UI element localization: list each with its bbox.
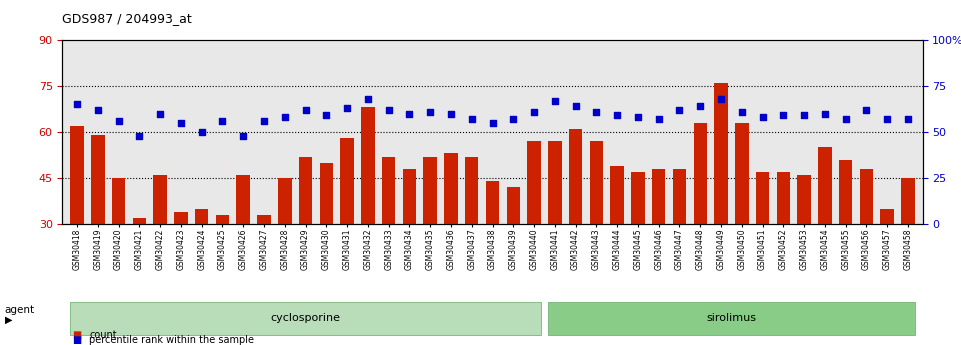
Point bbox=[838, 116, 853, 122]
Bar bbox=[610, 166, 624, 317]
Point bbox=[443, 111, 458, 116]
Bar bbox=[424, 157, 437, 317]
Bar bbox=[901, 178, 915, 317]
Point bbox=[339, 105, 355, 111]
Bar bbox=[673, 169, 686, 317]
Bar bbox=[860, 169, 874, 317]
Point bbox=[381, 107, 396, 112]
Point bbox=[153, 111, 168, 116]
Bar bbox=[694, 123, 707, 317]
Bar bbox=[236, 175, 250, 317]
Text: count: count bbox=[89, 330, 117, 340]
Point bbox=[235, 133, 251, 138]
Point bbox=[630, 115, 646, 120]
Point bbox=[755, 115, 771, 120]
Text: sirolimus: sirolimus bbox=[706, 313, 756, 323]
Point bbox=[568, 104, 583, 109]
Bar bbox=[839, 160, 852, 317]
Point bbox=[69, 101, 85, 107]
Text: GDS987 / 204993_at: GDS987 / 204993_at bbox=[62, 12, 192, 25]
Point bbox=[879, 116, 895, 122]
Point bbox=[423, 109, 438, 115]
Point bbox=[651, 116, 666, 122]
Bar bbox=[340, 138, 354, 317]
Bar bbox=[382, 157, 395, 317]
Bar bbox=[174, 212, 187, 317]
Point bbox=[90, 107, 106, 112]
Text: cyclosporine: cyclosporine bbox=[271, 313, 340, 323]
Point bbox=[402, 111, 417, 116]
Bar bbox=[91, 135, 105, 317]
Point bbox=[589, 109, 604, 115]
Point bbox=[194, 129, 209, 135]
Point bbox=[277, 115, 292, 120]
Point bbox=[900, 116, 916, 122]
Bar bbox=[403, 169, 416, 317]
Point bbox=[173, 120, 188, 126]
Point bbox=[859, 107, 875, 112]
Bar bbox=[506, 187, 520, 317]
Bar bbox=[361, 107, 375, 317]
Point bbox=[797, 112, 812, 118]
Bar bbox=[652, 169, 665, 317]
Bar bbox=[818, 147, 831, 317]
Point bbox=[776, 112, 791, 118]
Point bbox=[693, 104, 708, 109]
Bar bbox=[299, 157, 312, 317]
Bar bbox=[154, 175, 167, 317]
Point bbox=[214, 118, 230, 124]
Point bbox=[817, 111, 832, 116]
Bar bbox=[195, 209, 209, 317]
Point bbox=[485, 120, 501, 126]
Text: percentile rank within the sample: percentile rank within the sample bbox=[89, 335, 255, 345]
Point bbox=[609, 112, 625, 118]
Point bbox=[132, 133, 147, 138]
Point bbox=[257, 118, 272, 124]
Bar bbox=[465, 157, 479, 317]
Point bbox=[547, 98, 562, 104]
Text: agent: agent bbox=[5, 305, 35, 315]
Bar bbox=[569, 129, 582, 317]
Bar bbox=[278, 178, 291, 317]
Bar bbox=[320, 163, 333, 317]
Bar bbox=[70, 126, 84, 317]
Bar bbox=[776, 172, 790, 317]
Bar bbox=[258, 215, 271, 317]
Bar bbox=[735, 123, 749, 317]
Bar bbox=[528, 141, 541, 317]
Bar bbox=[215, 215, 229, 317]
Bar bbox=[590, 141, 604, 317]
Point bbox=[672, 107, 687, 112]
Bar bbox=[631, 172, 645, 317]
Point bbox=[298, 107, 313, 112]
Bar bbox=[880, 209, 894, 317]
Bar bbox=[485, 181, 500, 317]
Text: ▶: ▶ bbox=[5, 315, 12, 325]
Point bbox=[111, 118, 126, 124]
Point bbox=[713, 96, 728, 101]
Bar bbox=[798, 175, 811, 317]
Bar bbox=[444, 154, 457, 317]
Bar bbox=[714, 83, 727, 317]
Point bbox=[360, 96, 376, 101]
Text: ■: ■ bbox=[72, 330, 82, 340]
Text: ■: ■ bbox=[72, 335, 82, 345]
Bar bbox=[111, 178, 125, 317]
Point bbox=[505, 116, 521, 122]
Point bbox=[464, 116, 480, 122]
Point bbox=[734, 109, 750, 115]
Point bbox=[319, 112, 334, 118]
Point bbox=[527, 109, 542, 115]
Bar bbox=[548, 141, 561, 317]
Bar bbox=[133, 218, 146, 317]
Bar bbox=[756, 172, 770, 317]
